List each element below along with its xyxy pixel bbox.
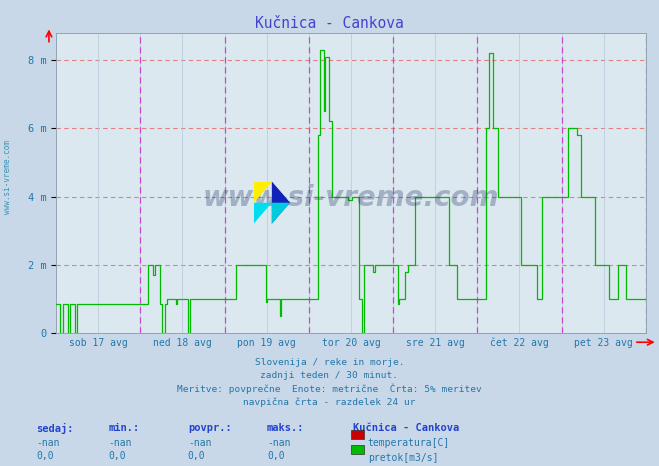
Polygon shape: [272, 182, 290, 203]
Text: zadnji teden / 30 minut.: zadnji teden / 30 minut.: [260, 371, 399, 380]
Polygon shape: [272, 182, 290, 224]
Text: Meritve: povprečne  Enote: metrične  Črta: 5% meritev: Meritve: povprečne Enote: metrične Črta:…: [177, 384, 482, 395]
Text: Kučnica - Cankova: Kučnica - Cankova: [353, 423, 459, 433]
Text: povpr.:: povpr.:: [188, 423, 231, 433]
Text: pet 23 avg: pet 23 avg: [574, 338, 633, 348]
Text: čet 22 avg: čet 22 avg: [490, 338, 549, 349]
Text: min.:: min.:: [109, 423, 140, 433]
Polygon shape: [254, 203, 272, 224]
Text: pretok[m3/s]: pretok[m3/s]: [368, 453, 438, 463]
Text: -nan: -nan: [36, 438, 60, 448]
Text: 0,0: 0,0: [109, 451, 127, 461]
Text: Slovenija / reke in morje.: Slovenija / reke in morje.: [255, 358, 404, 367]
Text: 0,0: 0,0: [188, 451, 206, 461]
Text: maks.:: maks.:: [267, 423, 304, 433]
Text: sre 21 avg: sre 21 avg: [406, 338, 465, 348]
Text: -nan: -nan: [109, 438, 132, 448]
Polygon shape: [254, 182, 272, 203]
Text: 0,0: 0,0: [36, 451, 54, 461]
Text: tor 20 avg: tor 20 avg: [322, 338, 380, 348]
Polygon shape: [272, 203, 290, 224]
Text: 0,0: 0,0: [267, 451, 285, 461]
Text: -nan: -nan: [188, 438, 212, 448]
Text: -nan: -nan: [267, 438, 291, 448]
Text: ned 18 avg: ned 18 avg: [153, 338, 212, 348]
Text: sedaj:: sedaj:: [36, 423, 74, 434]
Text: pon 19 avg: pon 19 avg: [237, 338, 296, 348]
Text: temperatura[C]: temperatura[C]: [368, 438, 450, 448]
Text: Kučnica - Cankova: Kučnica - Cankova: [255, 16, 404, 31]
Text: www.si-vreme.com: www.si-vreme.com: [3, 140, 13, 214]
Text: navpična črta - razdelek 24 ur: navpična črta - razdelek 24 ur: [243, 397, 416, 406]
Text: sob 17 avg: sob 17 avg: [69, 338, 128, 348]
Text: www.si-vreme.com: www.si-vreme.com: [203, 184, 499, 212]
